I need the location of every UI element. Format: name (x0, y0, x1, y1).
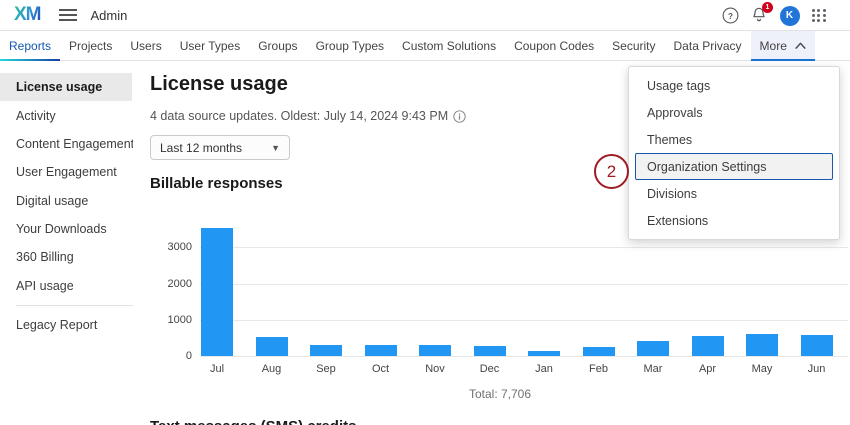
svg-text:?: ? (728, 12, 733, 21)
